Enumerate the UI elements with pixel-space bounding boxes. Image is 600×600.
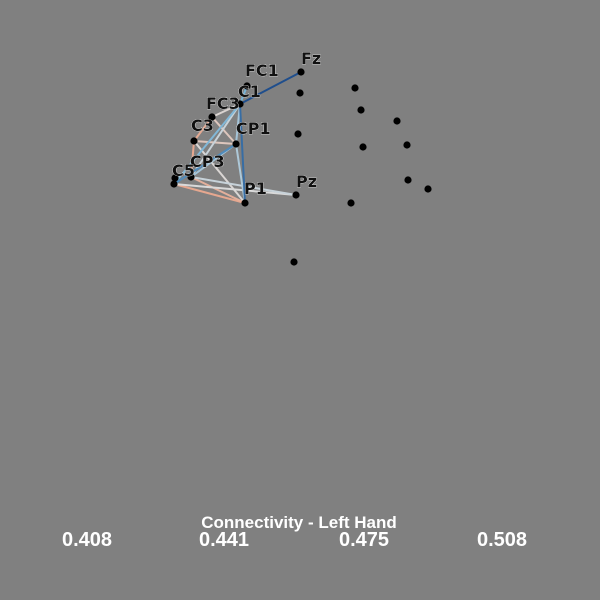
connection-Fz-C1 (239, 71, 302, 105)
electrode-label-FC3: FC3 (206, 94, 240, 113)
electrode-node-u2 (296, 89, 304, 97)
colorbar-ticks: 0.408 0.441 0.475 0.508 (62, 529, 527, 551)
electrode-label-Pz: Pz (296, 172, 317, 191)
electrode-node-C1 (236, 100, 244, 108)
electrode-node-CP3 (187, 173, 195, 181)
electrode-node-Fz (297, 68, 305, 76)
connection-C1-P1 (239, 103, 246, 204)
electrode-node-C5 (170, 180, 178, 188)
electrode-label-P1: P1 (244, 179, 267, 198)
connections-layer (173, 71, 302, 204)
electrode-node-u5 (294, 130, 302, 138)
electrode-node-u12 (171, 174, 179, 182)
connection-C1-CP1 (235, 103, 241, 145)
connection-CP3-P1 (190, 176, 246, 204)
electrode-node-Pz (292, 191, 300, 199)
electrode-node-FC3 (208, 113, 216, 121)
connection-C1-C5 (173, 103, 241, 185)
connection-C5-Pz (173, 183, 297, 196)
connection-FC3-CP1 (211, 116, 237, 145)
electrode-label-C5: C5 (172, 161, 195, 180)
electrode-node-u10 (347, 199, 355, 207)
colorbar-tick: 0.441 (199, 529, 249, 551)
electrode-node-P1 (241, 199, 249, 207)
colorbar-tick: 0.408 (62, 529, 112, 551)
electrode-label-FC1: FC1 (245, 61, 279, 80)
electrode-node-u4 (393, 117, 401, 125)
electrode-node-u7 (403, 141, 411, 149)
electrode-node-u6 (359, 143, 367, 151)
connection-CP1-C5 (173, 143, 237, 185)
colorbar-title: Connectivity - Left Hand (201, 513, 397, 532)
connection-FC3-C3 (193, 116, 213, 142)
connection-C3-CP3 (190, 140, 195, 178)
electrodes-layer (170, 68, 432, 266)
connection-C5-P1 (173, 183, 246, 204)
electrode-label-C1: C1 (238, 82, 261, 101)
electrode-label-CP1: CP1 (236, 119, 271, 138)
electrode-label-CP3: CP3 (190, 152, 225, 171)
connection-C3-P1 (193, 140, 246, 204)
colorbar-tick: 0.508 (477, 529, 527, 551)
electrode-node-C3 (190, 137, 198, 145)
colorbar-tick: 0.475 (339, 529, 389, 551)
electrode-label-C3: C3 (191, 116, 214, 135)
electrode-node-u9 (424, 185, 432, 193)
connection-C1-CP3 (190, 103, 241, 178)
electrode-node-u1 (351, 84, 359, 92)
electrode-node-FC1 (243, 82, 251, 90)
electrode-node-u11 (290, 258, 298, 266)
connection-C1-FC3 (211, 103, 241, 118)
electrode-label-Fz: Fz (301, 49, 321, 68)
electrode-node-CP1 (232, 140, 240, 148)
electrode-node-u3 (357, 106, 365, 114)
connection-CP1-P1 (235, 143, 246, 204)
electrode-node-u8 (404, 176, 412, 184)
